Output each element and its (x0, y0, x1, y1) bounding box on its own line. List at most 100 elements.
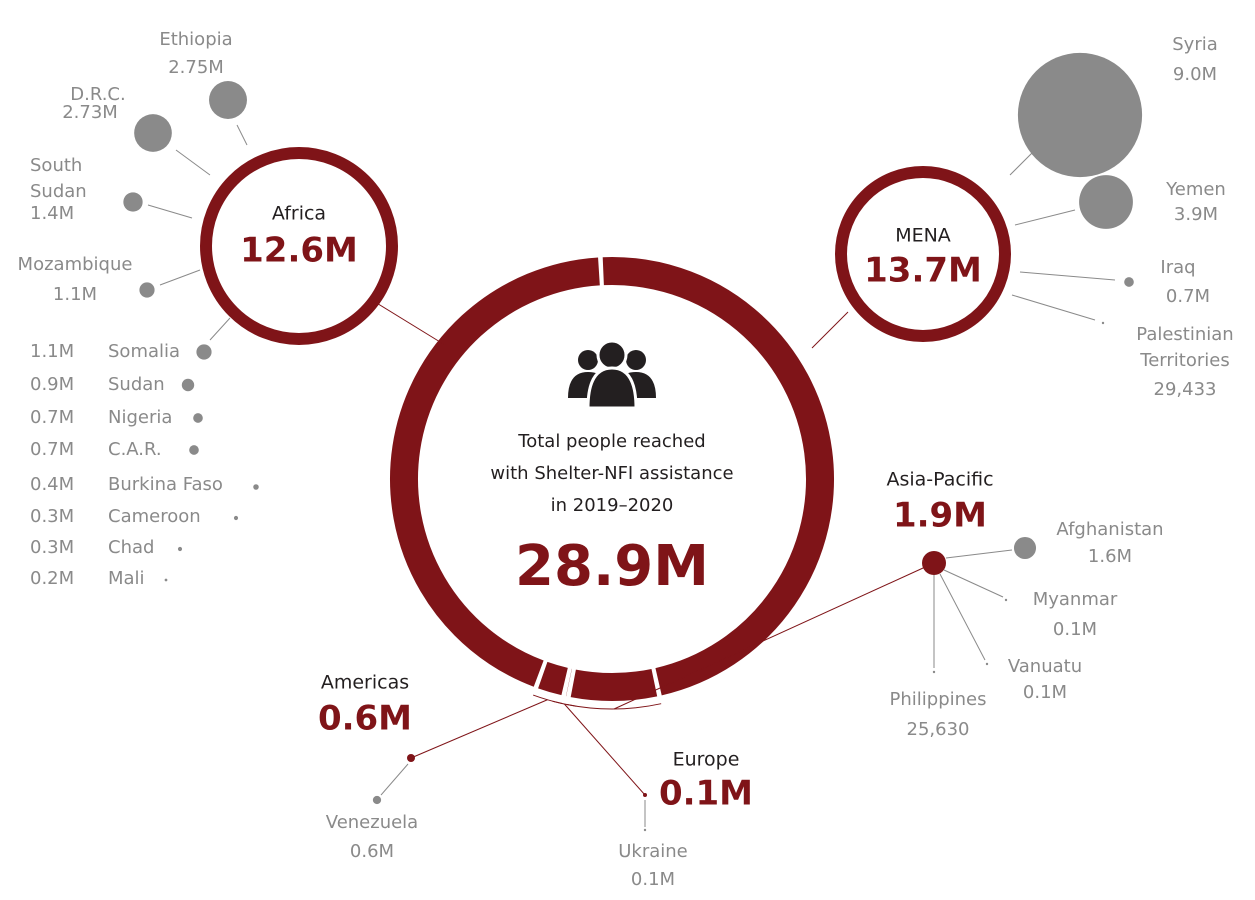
bracket (552, 700, 577, 707)
leader-line (1019, 271, 1116, 281)
region-ring (200, 147, 398, 345)
country-bubble (1017, 52, 1143, 178)
country-value: 0.7M (1166, 286, 1210, 307)
leader-line (147, 204, 193, 219)
leader-line (159, 269, 201, 286)
country-bubble (134, 114, 172, 152)
country-name: Afghanistan (1056, 519, 1163, 540)
region-name: MENA (895, 225, 951, 247)
country-value: 0.4M (30, 474, 74, 495)
total-label: in 2019–2020 (551, 495, 674, 516)
hub (643, 793, 647, 797)
country-name: Nigeria (108, 407, 172, 428)
country-name: Mozambique (18, 254, 133, 275)
connector (811, 311, 849, 349)
country-name: Ukraine (618, 841, 688, 862)
bracket (566, 703, 662, 710)
country-value: 0.7M (30, 439, 74, 460)
country-bubble (139, 282, 155, 298)
country-bubble (1004, 598, 1008, 602)
country-name: Venezuela (326, 812, 418, 833)
country-bubble (1079, 175, 1133, 229)
region-value: 13.7M (864, 251, 982, 291)
leader-line (945, 549, 1013, 559)
country-value: 1.1M (30, 341, 74, 362)
connector (564, 703, 646, 796)
country-name: Ethiopia (159, 29, 232, 50)
people-icon (568, 339, 656, 410)
country-name: Mali (108, 568, 145, 589)
connector (374, 301, 446, 346)
total-label: with Shelter-NFI assistance (490, 463, 733, 484)
country-value: 9.0M (1173, 64, 1217, 85)
country-bubble (189, 445, 199, 455)
country-bubble (164, 578, 168, 582)
country-value: 1.4M (30, 203, 74, 224)
donut-segment (390, 257, 600, 687)
country-name: Philippines (890, 689, 987, 710)
connector (613, 562, 935, 710)
country-name: Vanuatu (1008, 656, 1082, 677)
leader-line (1011, 294, 1096, 321)
country-name: Myanmar (1033, 589, 1118, 610)
region-value: 12.6M (240, 231, 358, 271)
country-bubble (932, 670, 936, 674)
country-bubble (372, 795, 382, 805)
country-bubble (1013, 536, 1037, 560)
country-name: Syria (1172, 34, 1218, 55)
country-name: Somalia (108, 341, 180, 362)
hub (407, 754, 415, 762)
leader-line (943, 569, 1004, 598)
country-name: D.R.C. (70, 84, 125, 105)
country-value: 0.9M (30, 374, 74, 395)
region-value: 1.9M (893, 496, 987, 536)
country-value: 0.6M (350, 841, 394, 862)
donut-segment (570, 668, 658, 701)
country-value: 0.7M (30, 407, 74, 428)
leader-line (939, 573, 986, 661)
country-name: Chad (108, 537, 154, 558)
leader-line (236, 124, 248, 146)
leader-line (1014, 209, 1076, 226)
country-value: 2.73M (62, 102, 118, 123)
hub (922, 551, 946, 575)
country-name: Iraq (1160, 257, 1195, 278)
country-value: 2.75M (168, 57, 224, 78)
country-value: 25,630 (907, 719, 970, 740)
country-value: 0.3M (30, 506, 74, 527)
country-name: Sudan (108, 374, 165, 395)
donut-segment (538, 661, 568, 696)
country-value: 0.1M (1053, 619, 1097, 640)
country-bubble (123, 192, 143, 212)
country-name: Yemen (1165, 179, 1226, 200)
region-name: Africa (272, 203, 326, 225)
region-name: Asia-Pacific (886, 469, 993, 491)
donut-segment (602, 257, 834, 696)
country-bubble (1101, 321, 1105, 325)
country-bubble (1124, 277, 1134, 287)
leader-line (209, 317, 231, 341)
country-name: C.A.R. (108, 439, 162, 460)
leader-line (380, 763, 409, 796)
country-bubble (209, 81, 247, 119)
country-name: South Sudan (30, 155, 87, 202)
region-name: Americas (321, 672, 409, 694)
country-value: 0.2M (30, 568, 74, 589)
total-label: Total people reached (517, 431, 705, 452)
leader-line (175, 149, 211, 176)
country-bubble (643, 828, 647, 832)
total-value: 28.9M (515, 534, 709, 599)
country-bubble (193, 413, 203, 423)
country-value: 0.1M (631, 869, 675, 890)
country-value: 3.9M (1174, 204, 1218, 225)
country-value: 1.6M (1088, 546, 1132, 567)
country-bubble (196, 344, 212, 360)
country-bubble (985, 662, 989, 666)
country-name: Burkina Faso (108, 474, 223, 495)
region-ring (835, 166, 1011, 342)
country-bubble (177, 546, 183, 552)
country-bubble (253, 484, 259, 490)
country-value: 0.3M (30, 537, 74, 558)
country-value: 29,433 (1154, 379, 1217, 400)
